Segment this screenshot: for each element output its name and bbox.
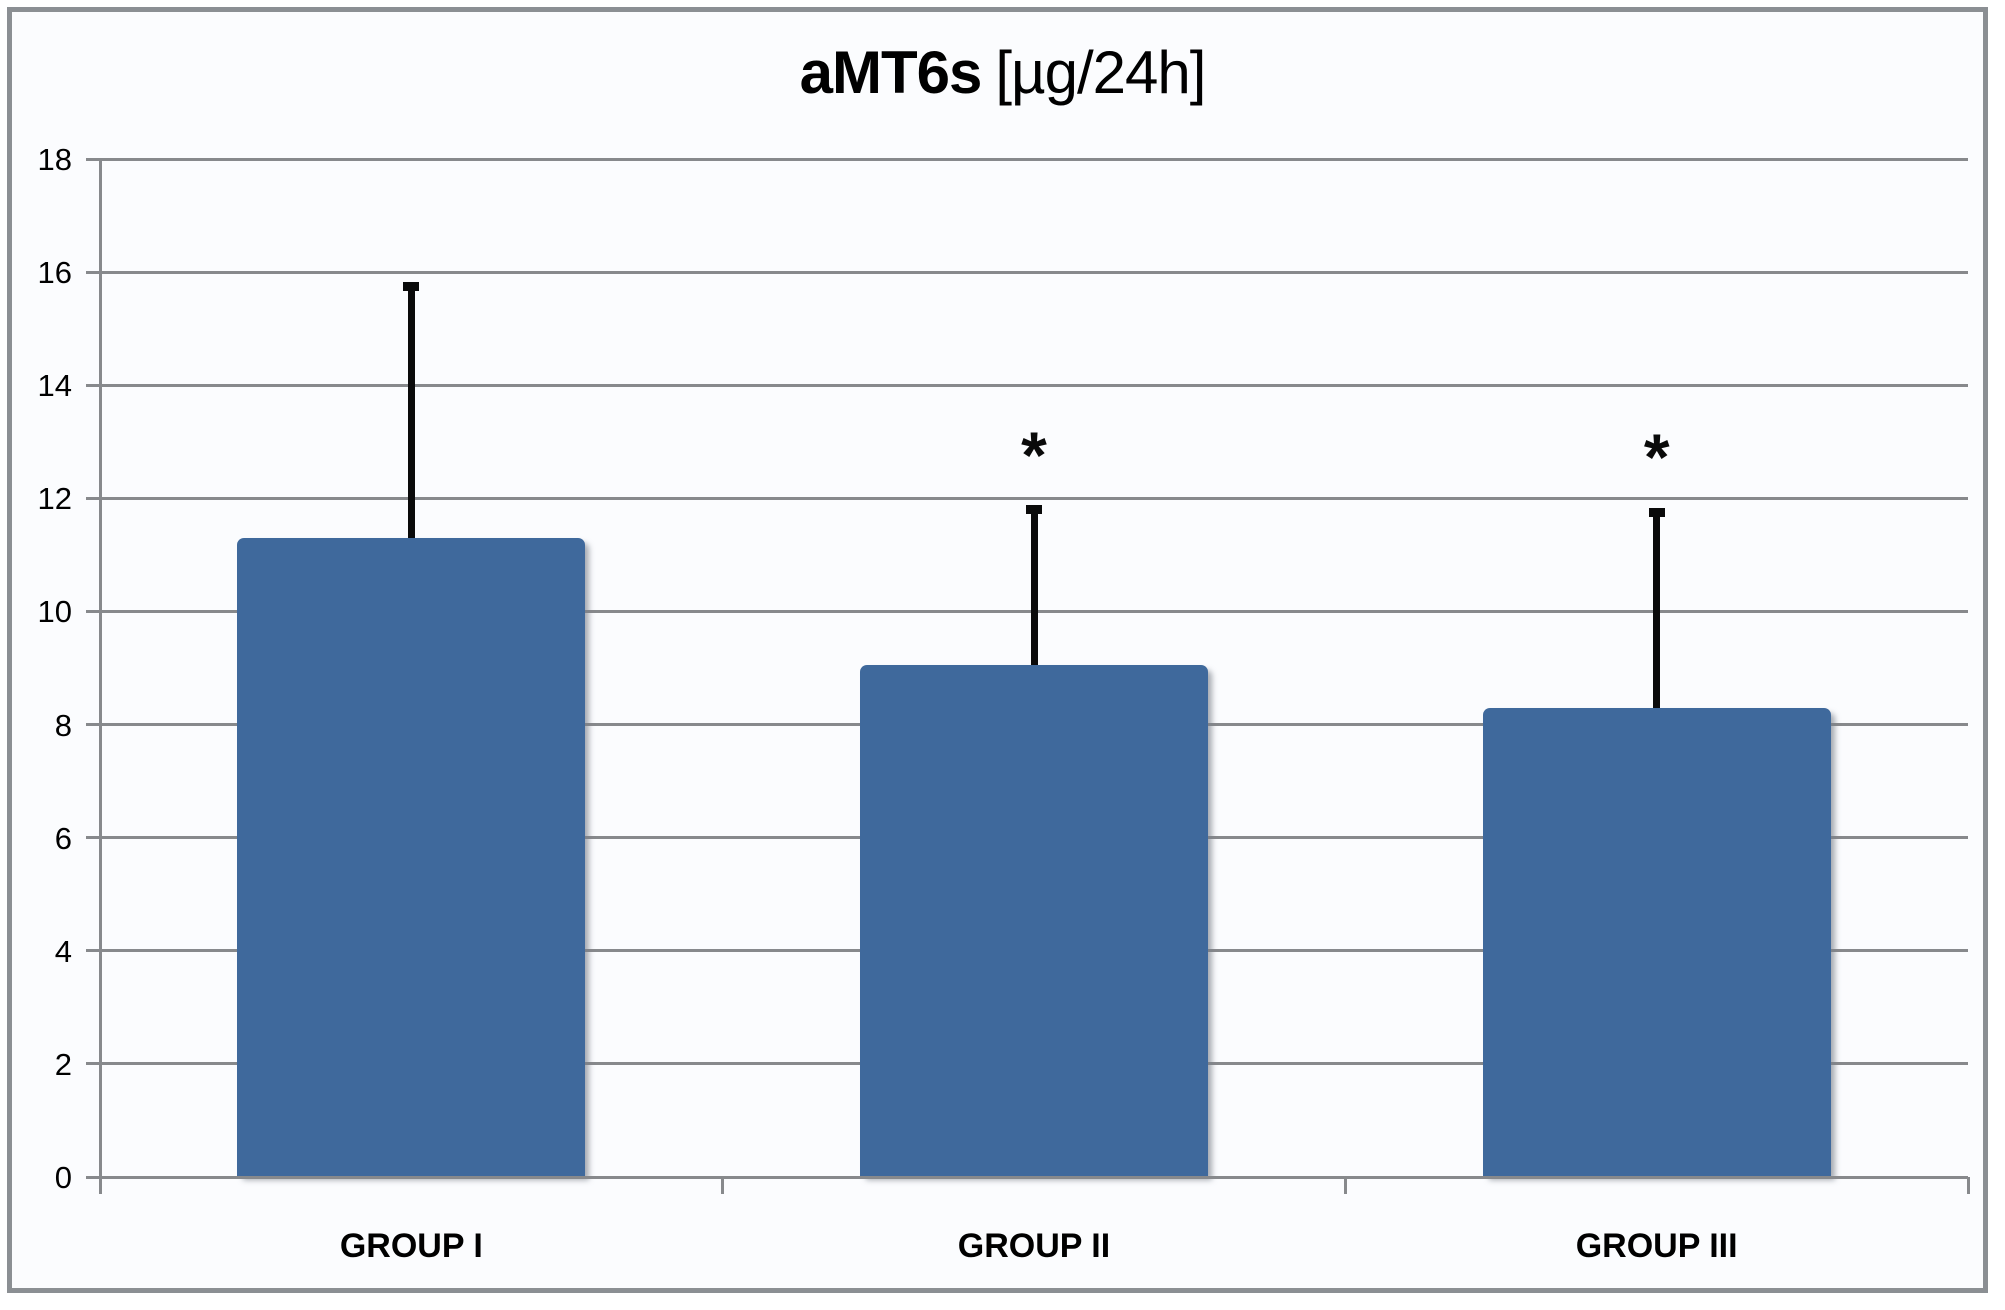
category-boundary-tick <box>721 1177 725 1194</box>
y-axis-label: 4 <box>54 933 72 969</box>
y-axis-line <box>98 159 102 1194</box>
category-boundary-tick <box>1343 1177 1347 1194</box>
bar-group-iii <box>1482 707 1831 1177</box>
y-axis-tick <box>86 609 100 613</box>
y-axis-label: 8 <box>54 707 72 743</box>
y-axis-label: 16 <box>37 255 72 291</box>
y-axis-tick <box>86 1062 100 1066</box>
x-axis-label-group-i: GROUP I <box>339 1227 483 1265</box>
error-bar-cap <box>1026 505 1042 515</box>
y-axis-tick <box>86 949 100 953</box>
chart-title: aMT6s [µg/24h] <box>0 38 2005 107</box>
y-axis-tick <box>86 723 100 727</box>
chart-title-unit: [µg/24h] <box>995 39 1206 106</box>
error-bar-line <box>407 286 415 538</box>
bar-group-ii <box>860 665 1208 1177</box>
error-bar-cap <box>1648 507 1665 517</box>
y-axis-tick <box>86 496 100 500</box>
y-axis-label: 18 <box>37 142 72 177</box>
y-axis-label: 12 <box>37 481 72 517</box>
y-axis-tick <box>86 1175 100 1179</box>
y-axis-label: 6 <box>54 820 72 856</box>
y-axis-label: 2 <box>54 1046 72 1082</box>
gridline-y14 <box>100 383 1968 387</box>
gridline-y16 <box>100 270 1968 274</box>
y-axis-label: 0 <box>54 1160 72 1195</box>
error-bar-line <box>1030 509 1038 666</box>
y-axis-tick <box>86 836 100 840</box>
error-bar-line <box>1653 512 1661 708</box>
gridline-y12 <box>100 496 1968 500</box>
y-axis-tick <box>86 270 100 274</box>
chart-title-name: aMT6s <box>799 39 983 106</box>
error-bar-cap <box>403 281 420 291</box>
y-axis-label: 10 <box>37 594 72 630</box>
y-axis-tick <box>86 157 100 161</box>
bar-group-i <box>237 537 586 1177</box>
y-axis-tick <box>86 383 100 387</box>
significance-asterisk: * <box>1021 417 1047 492</box>
y-axis-label: 14 <box>37 368 72 404</box>
x-axis-label-group-ii: GROUP II <box>957 1227 1111 1265</box>
significance-asterisk: * <box>1643 420 1670 495</box>
gridline-y18 <box>100 157 1968 161</box>
category-boundary-tick <box>1966 1177 1970 1194</box>
x-axis-line <box>100 1175 1968 1179</box>
x-axis-label-group-iii: GROUP III <box>1575 1227 1738 1265</box>
